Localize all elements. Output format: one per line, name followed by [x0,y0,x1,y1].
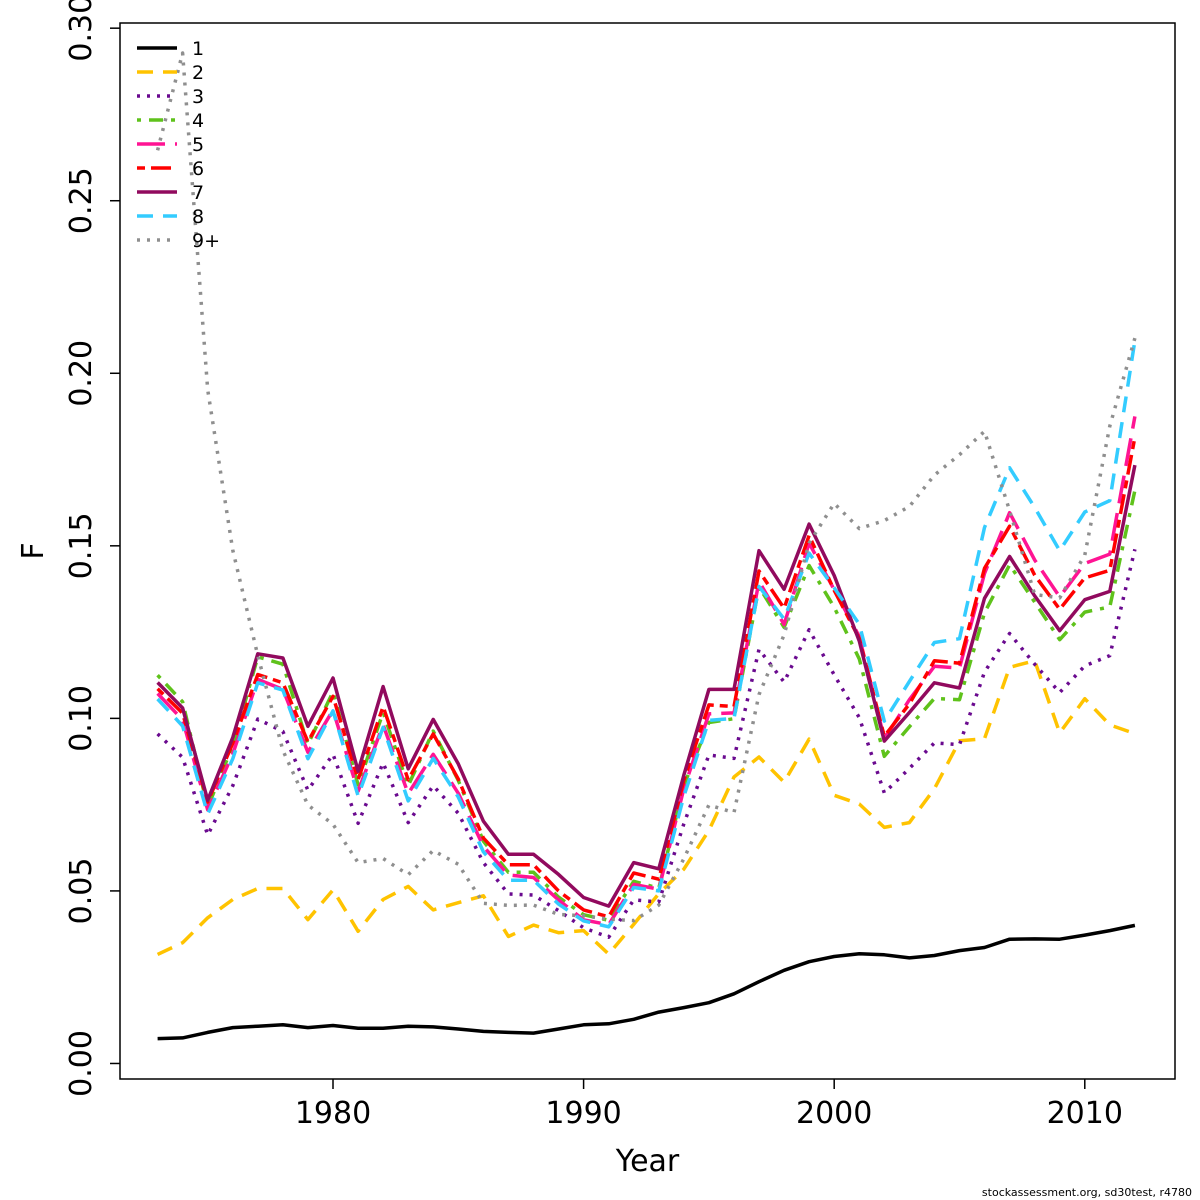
x-tick-label: 2010 [1047,1096,1123,1131]
x-tick-label: 1990 [545,1096,621,1131]
legend-label: 6 [192,158,204,180]
y-tick-label: 0.20 [64,340,99,407]
x-tick-label: 2000 [796,1096,872,1131]
x-axis-title: Year [615,1144,680,1179]
y-tick-label: 0.15 [64,512,99,579]
x-axis: 1980 1990 2000 2010 [295,1079,1123,1131]
series-line-2 [156,658,1136,956]
series-line-4 [156,489,1137,923]
x-tick-label: 1980 [295,1096,371,1131]
series-line-6 [156,436,1137,919]
legend-label: 5 [192,134,204,156]
y-tick-label: 0.05 [64,858,99,925]
legend-label: 4 [192,110,204,132]
y-axis: 0.00 0.05 0.10 0.15 0.20 0.25 0.30 [64,0,120,1097]
series-layer [155,51,1137,1041]
legend-label: 1 [192,38,204,60]
y-axis-title: F [16,542,51,559]
plot-area-frame [119,22,1176,1080]
y-tick-label: 0.25 [64,167,99,234]
legend-label: 2 [192,62,204,84]
legend-label: 9+ [192,230,220,252]
credit-label: stockassessment.org, sd30test, r4780 [982,1186,1192,1199]
series-line-5 [156,416,1137,927]
y-tick-label: 0.00 [64,1030,99,1097]
legend-label: 3 [192,86,204,108]
series-line-7 [156,464,1137,908]
series-line-1 [157,923,1136,1041]
legend-label: 8 [192,206,204,228]
y-tick-label: 0.30 [64,0,99,62]
legend-label: 7 [192,182,204,204]
series-line-8 [156,340,1137,929]
series-line-9plus [155,51,1137,923]
y-tick-label: 0.10 [64,685,99,752]
